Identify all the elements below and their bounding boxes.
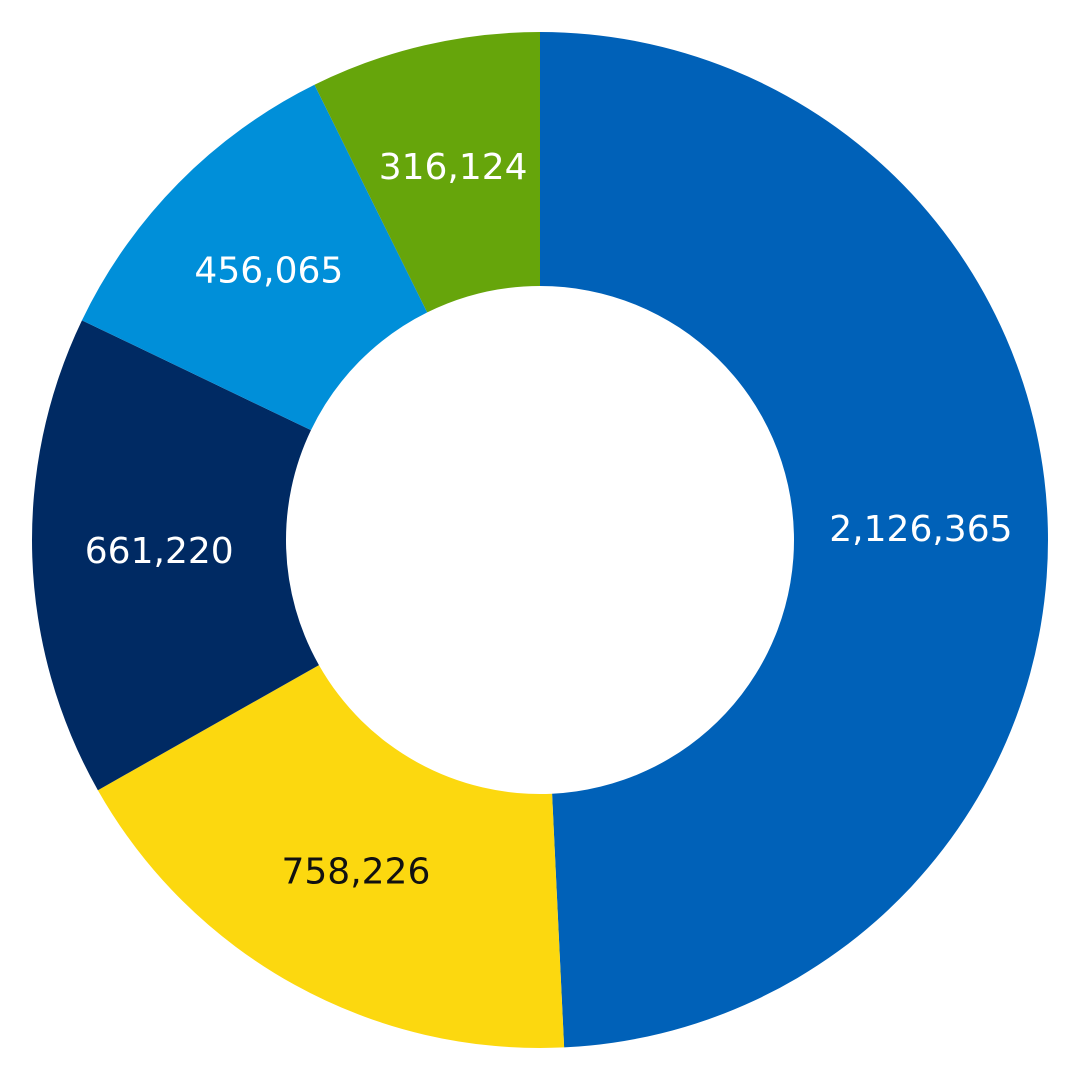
donut-slice (97, 665, 565, 1048)
donut-slice (31, 320, 319, 791)
value-label: 456,065 (194, 250, 343, 291)
value-label: 758,226 (282, 852, 431, 893)
value-label: 661,220 (85, 531, 234, 572)
donut-slice (314, 32, 540, 313)
donut-slice (81, 84, 428, 431)
value-label: 316,124 (379, 147, 528, 188)
value-label: 2,126,365 (829, 509, 1012, 550)
donut-slice (540, 32, 1048, 1048)
